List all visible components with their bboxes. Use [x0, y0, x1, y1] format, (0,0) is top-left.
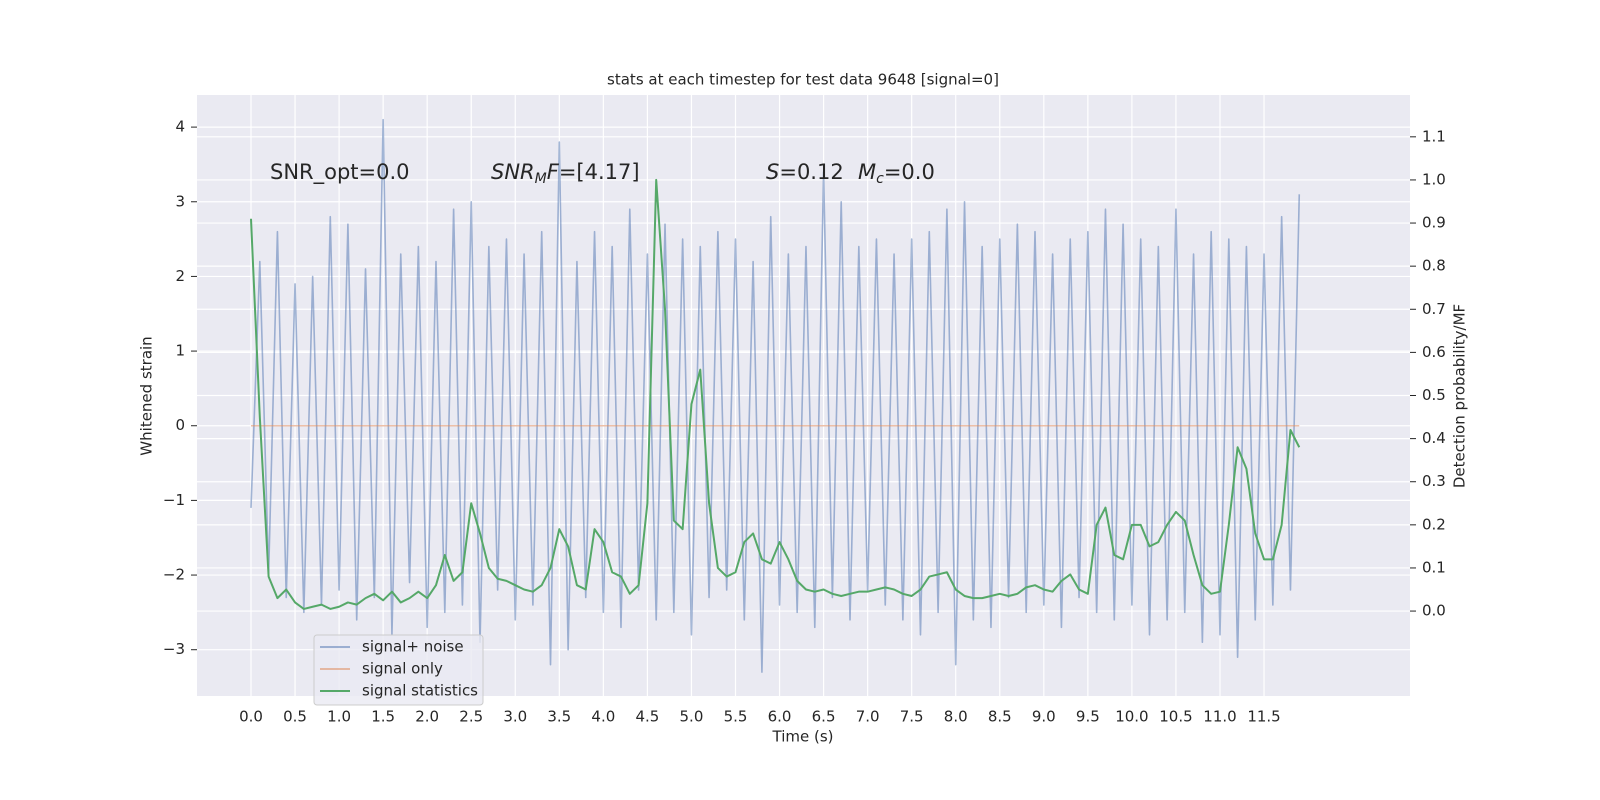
x-axis-label: Time (s) [772, 728, 834, 746]
series-line [250, 118, 1301, 673]
annotation-part: M [535, 171, 547, 187]
y2-tick-label: 0.2 [1422, 515, 1446, 533]
x-tick-label: 1.0 [327, 708, 351, 726]
x-tick-label: 8.0 [944, 708, 968, 726]
annotation: SNRMF=[4.17] [491, 160, 640, 187]
y-axis-label: Whitened strain [138, 336, 156, 455]
y2-tick-label: 0.9 [1422, 214, 1446, 232]
x-tick-label: 9.0 [1032, 708, 1056, 726]
x-tick-label: 11.5 [1247, 708, 1280, 726]
annotation: Mc=0.0 [858, 160, 935, 187]
y-tick-label: 2 [175, 267, 185, 285]
x-tick-label: 0.0 [239, 708, 263, 726]
y2-tick-label: 0.1 [1422, 558, 1446, 576]
x-tick-label: 5.0 [680, 708, 704, 726]
y2-tick-label: 0.8 [1422, 257, 1446, 275]
annotation-part: SNR [491, 160, 535, 184]
legend-box [313, 634, 484, 706]
x-tick-label: 3.5 [547, 708, 571, 726]
y2-axis-label: Detection probability/MF [1451, 304, 1469, 488]
annotation-part: =0.12 [779, 160, 843, 184]
y2-tick-label: 1.1 [1422, 127, 1446, 145]
x-tick-label: 6.5 [812, 708, 836, 726]
legend-label: signal+ noise [362, 638, 464, 656]
x-tick-label: 10.0 [1115, 708, 1148, 726]
x-tick-label: 2.5 [459, 708, 483, 726]
y2-tick-label: 0.5 [1422, 386, 1446, 404]
x-tick-label: 3.0 [503, 708, 527, 726]
y-tick-label: −3 [163, 640, 185, 658]
legend-label: signal statistics [362, 682, 478, 700]
x-tick-label: 1.5 [371, 708, 395, 726]
chart-title: stats at each timestep for test data 964… [607, 71, 999, 89]
legend-label: signal only [362, 660, 443, 678]
x-tick-label: 8.5 [988, 708, 1012, 726]
annotation: S=0.12 [766, 160, 844, 184]
y-tick-label: −2 [163, 566, 185, 584]
x-tick-label: 10.5 [1159, 708, 1192, 726]
annotation: SNR_opt=0.0 [270, 160, 410, 185]
y-tick-label: −1 [163, 491, 185, 509]
series-line [250, 178, 1301, 610]
annotation-part: M [858, 160, 876, 184]
x-tick-label: 11.0 [1203, 708, 1236, 726]
x-tick-label: 4.0 [591, 708, 615, 726]
annotation-part: F [547, 160, 560, 184]
x-tick-label: 0.5 [283, 708, 307, 726]
x-tick-label: 7.5 [900, 708, 924, 726]
annotation-part: c [876, 171, 884, 187]
x-tick-label: 7.0 [856, 708, 880, 726]
y2-tick-label: 0.6 [1422, 343, 1446, 361]
y2-tick-label: 0.4 [1422, 429, 1446, 447]
y-tick-label: 1 [175, 342, 185, 360]
annotation-part: S [766, 160, 779, 184]
annotation-part: =0.0 [884, 160, 935, 184]
x-tick-label: 9.5 [1076, 708, 1100, 726]
y-tick-label: 4 [175, 118, 185, 136]
annotation-part: =[4.17] [559, 160, 640, 184]
x-tick-label: 6.0 [768, 708, 792, 726]
x-tick-label: 2.0 [415, 708, 439, 726]
y-tick-label: 3 [175, 192, 185, 210]
annotation-part: SNR_opt=0.0 [270, 160, 410, 185]
x-tick-label: 5.5 [724, 708, 748, 726]
y-tick-label: 0 [175, 416, 185, 434]
x-tick-label: 4.5 [635, 708, 659, 726]
y2-tick-label: 0.7 [1422, 300, 1446, 318]
y2-tick-label: 0.0 [1422, 602, 1446, 620]
y2-tick-label: 0.3 [1422, 472, 1446, 490]
y2-tick-label: 1.0 [1422, 170, 1446, 188]
